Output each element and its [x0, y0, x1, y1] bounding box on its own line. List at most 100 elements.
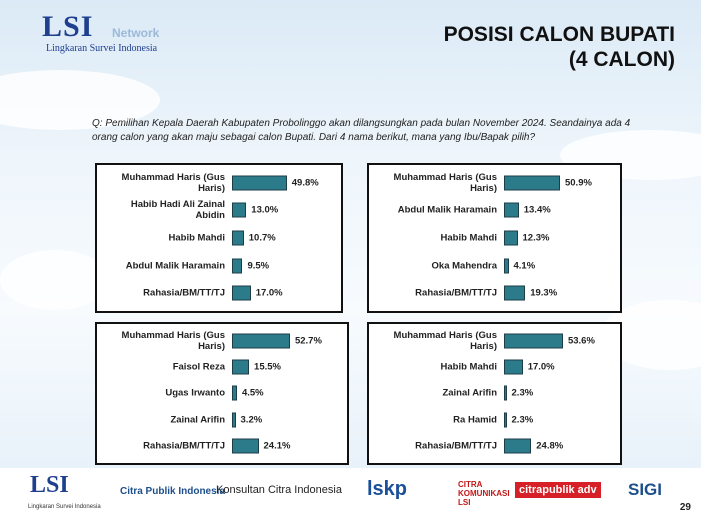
- footer: LSI Lingkaran Survei Indonesia Citra Pub…: [0, 468, 701, 516]
- bar: [504, 438, 532, 454]
- bar-row: Oka Mahendra 4.1%: [369, 252, 620, 280]
- category-label: Zainal Arifin: [170, 414, 225, 426]
- value-label: 17.0%: [527, 361, 555, 373]
- category-label: Muhammad Haris (Gus Haris): [393, 171, 497, 194]
- bar: [504, 230, 518, 246]
- category-label: Rahasia/BM/TT/TJ: [143, 287, 225, 299]
- bar: [504, 385, 507, 401]
- category-label: Rahasia/BM/TT/TJ: [415, 440, 497, 452]
- value-label: 12.3%: [522, 232, 550, 244]
- chart-panel: Muhammad Haris (Gus Haris) 49.8% Habib Had…: [95, 163, 343, 313]
- category-label: Habib Mahdi: [440, 232, 497, 244]
- footer-logo: LSI: [30, 472, 69, 498]
- bar: [504, 333, 563, 349]
- category-label: Zainal Arifin: [442, 387, 497, 399]
- bar: [232, 285, 251, 301]
- category-label: Oka Mahendra: [431, 260, 497, 272]
- bar: [504, 359, 523, 375]
- category-label: Abdul Malik Haramain: [125, 260, 225, 272]
- value-label: 19.3%: [530, 287, 558, 299]
- value-label: 50.9%: [564, 177, 592, 189]
- bar: [232, 258, 243, 274]
- bar: [232, 385, 237, 401]
- category-label: Faisol Reza: [172, 361, 225, 373]
- title: POSISI CALON BUPATI: [443, 23, 675, 46]
- bar: [232, 359, 250, 375]
- logo-subtitle: Lingkaran Survei Indonesia: [46, 43, 158, 54]
- bar-row: Rahasia/BM/TT/TJ 24.8%: [369, 433, 620, 459]
- subtitle: (4 CALON): [568, 48, 675, 71]
- category-label: Rahasia/BM/TT/TJ: [143, 440, 225, 452]
- footer-logo: lskp: [367, 478, 408, 500]
- category-label: Ra Hamid: [453, 414, 497, 426]
- category-label: Ugas Irwanto: [165, 387, 225, 399]
- value-label: 2.3%: [511, 414, 534, 426]
- footer-logo: citrapublik adv: [515, 482, 601, 498]
- category-label: Muhammad Haris (Gus Haris): [121, 330, 225, 353]
- footer-logo: Konsultan Citra Indonesia: [216, 484, 342, 496]
- bar-row: Muhammad Haris (Gus Haris) 53.6%: [369, 328, 620, 354]
- bar: [504, 258, 509, 274]
- bar-row: Ra Hamid 2.3%: [369, 407, 620, 433]
- category-label: Habib Mahdi: [440, 361, 497, 373]
- cloud: [0, 250, 110, 310]
- bar-row: Muhammad Haris (Gus Haris) 49.8%: [97, 169, 341, 197]
- value-label: 10.7%: [248, 232, 276, 244]
- bar-row: Habib Hadi Ali Zainal Abidin 13.0%: [97, 197, 341, 225]
- value-label: 52.7%: [294, 335, 322, 347]
- footer-logo: SIGI: [628, 480, 663, 499]
- value-label: 24.8%: [536, 440, 564, 452]
- footer-logo: Citra Publik Indonesia: [120, 486, 226, 497]
- cloud: [0, 70, 160, 130]
- bar-row: Faisol Reza 15.5%: [97, 354, 347, 380]
- bar-row: Ugas Irwanto 4.5%: [97, 380, 347, 406]
- value-label: 49.8%: [291, 177, 319, 189]
- value-label: 13.0%: [251, 204, 279, 216]
- bar: [504, 412, 507, 428]
- bar: [232, 438, 259, 454]
- bar: [504, 175, 560, 191]
- value-label: 9.5%: [247, 260, 270, 272]
- value-label: 24.1%: [263, 440, 291, 452]
- bar-row: Habib Mahdi 17.0%: [369, 354, 620, 380]
- chart-panel: Muhammad Haris (Gus Haris) 50.9% Abdul Mal…: [367, 163, 622, 313]
- value-label: 4.5%: [241, 387, 264, 399]
- value-label: 17.0%: [255, 287, 283, 299]
- value-label: 15.5%: [254, 361, 281, 373]
- bar-row: Rahasia/BM/TT/TJ 19.3%: [369, 279, 620, 307]
- category-label: Muhammad Haris (Gus Haris): [121, 171, 225, 194]
- value-label: 53.6%: [567, 335, 595, 347]
- bar-row: Abdul Malik Haramain 9.5%: [97, 252, 341, 280]
- bar-row: Zainal Arifin 2.3%: [369, 380, 620, 406]
- bar: [504, 202, 519, 218]
- category-label: Habib Hadi Ali Zainal Abidin: [130, 199, 225, 222]
- category-label: Habib Mahdi: [168, 232, 225, 244]
- bar-row: Rahasia/BM/TT/TJ 17.0%: [97, 279, 341, 307]
- bar: [232, 412, 236, 428]
- bar: [232, 202, 247, 218]
- bar-row: Muhammad Haris (Gus Haris) 52.7%: [97, 328, 347, 354]
- category-label: Muhammad Haris (Gus Haris): [393, 330, 497, 353]
- bar-row: Zainal Arifin 3.2%: [97, 407, 347, 433]
- category-label: Abdul Malik Haramain: [397, 204, 497, 216]
- question: Q: Pemilihan Kepala Daerah Kabupaten Pro…: [92, 118, 631, 143]
- title-block: POSISI CALON BUPATI (4 CALON): [444, 22, 675, 72]
- bar: [504, 285, 526, 301]
- bar: [232, 230, 244, 246]
- page-number: 29: [679, 502, 691, 513]
- category-label: Rahasia/BM/TT/TJ: [415, 287, 497, 299]
- bar-row: Habib Mahdi 12.3%: [369, 224, 620, 252]
- bar-row: Muhammad Haris (Gus Haris) 50.9%: [369, 169, 620, 197]
- footer-logo: CITRA KOMUNIKASI LSI: [458, 480, 510, 507]
- bar: [232, 175, 287, 191]
- value-label: 3.2%: [240, 414, 263, 426]
- value-label: 4.1%: [513, 260, 536, 272]
- bar-row: Habib Mahdi 10.7%: [97, 224, 341, 252]
- logo: LSI: [42, 10, 94, 43]
- logo-network: Network: [112, 26, 160, 40]
- footer-logo: Lingkaran Survei Indonesia: [28, 504, 101, 510]
- chart-panel: Muhammad Haris (Gus Haris) 52.7% Faisol Re…: [95, 322, 349, 465]
- bar-row: Abdul Malik Haramain 13.4%: [369, 197, 620, 225]
- chart-panel: Muhammad Haris (Gus Haris) 53.6% Habib Mah…: [367, 322, 622, 465]
